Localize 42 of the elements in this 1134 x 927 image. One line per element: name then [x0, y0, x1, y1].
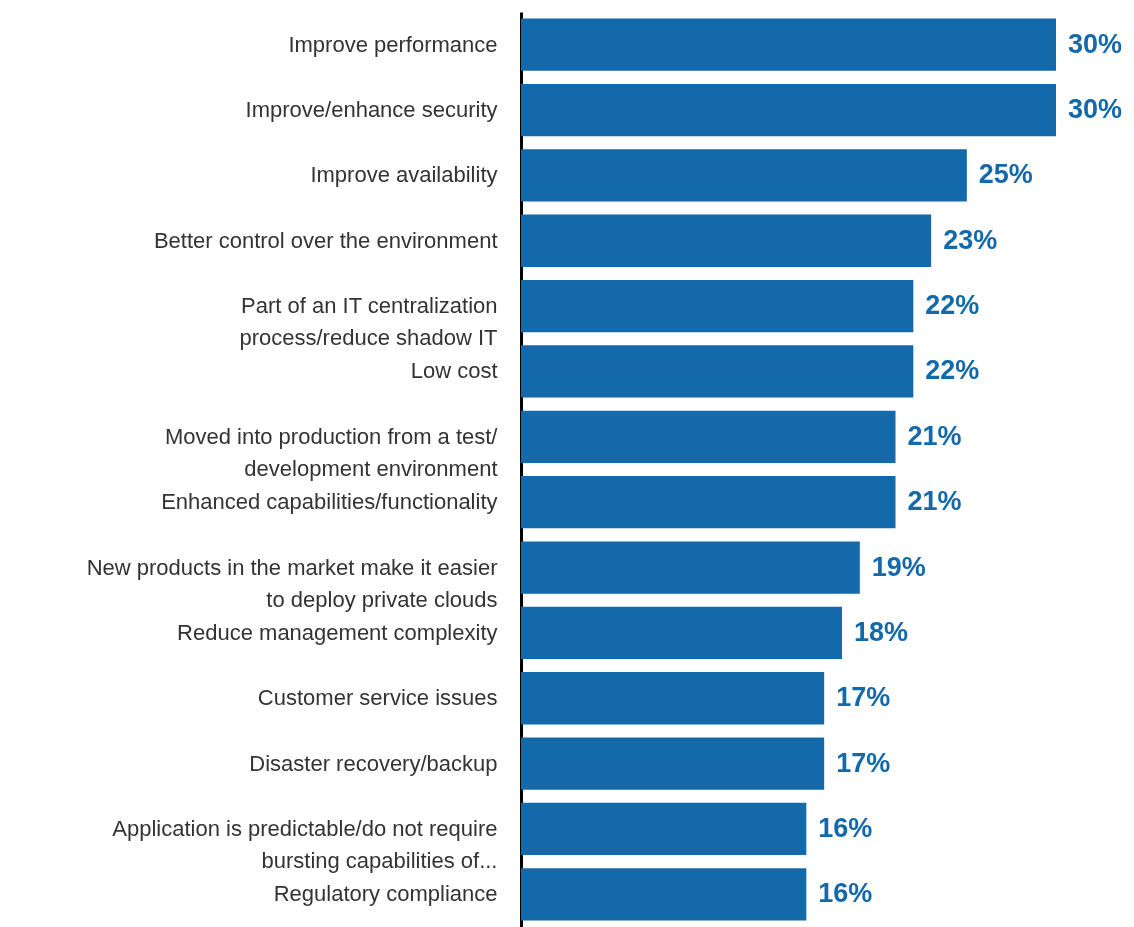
bar — [521, 410, 896, 463]
bar — [521, 279, 914, 333]
bar — [521, 868, 807, 921]
y-tick-label: Application is predictable/do not require bursting capabilities of... — [112, 815, 498, 873]
data-label: 19% — [871, 551, 926, 582]
bar — [521, 149, 967, 202]
data-label: 18% — [854, 616, 909, 647]
y-tick-label: Low cost — [410, 358, 498, 384]
y-tick-label: Regulatory compliance — [273, 881, 498, 907]
bar — [521, 83, 1056, 137]
bar — [521, 541, 860, 594]
data-label: 30% — [1068, 94, 1123, 125]
y-tick-label: Moved into production from a test/ development environment — [164, 423, 499, 481]
y-tick-label: Disaster recovery/backup — [249, 750, 498, 776]
bar — [521, 18, 1056, 71]
data-label: 21% — [907, 420, 962, 451]
data-label: 21% — [907, 486, 962, 517]
bar — [521, 606, 842, 660]
bar — [521, 214, 932, 267]
y-tick-label: New products in the market make it easier to deploy private clouds — [86, 554, 498, 612]
data-label: 16% — [818, 812, 873, 843]
y-tick-label: Customer service issues — [257, 685, 498, 711]
bar — [521, 737, 825, 790]
y-tick-label: Improve availability — [310, 162, 498, 188]
data-label: 17% — [836, 682, 891, 713]
data-label: 25% — [978, 159, 1033, 190]
data-label: 17% — [836, 747, 891, 778]
data-label: 30% — [1068, 28, 1123, 59]
bar — [521, 672, 825, 725]
data-label: 16% — [818, 878, 873, 909]
bar — [521, 476, 896, 529]
y-tick-label: Improve/enhance security — [245, 97, 498, 123]
data-label: 23% — [943, 224, 998, 255]
y-tick-label: Better control over the environment — [153, 227, 498, 253]
bar — [521, 345, 914, 398]
data-label: 22% — [925, 355, 980, 386]
y-tick-label: Part of an IT centralization process/reduce shadow IT — [239, 293, 498, 351]
y-tick-label: Reduce management complexity — [177, 619, 498, 645]
y-tick-label: Enhanced capabilities/functionality — [161, 489, 498, 515]
y-tick-label: Improve performance — [288, 31, 498, 57]
bar — [521, 802, 807, 856]
data-label: 22% — [925, 290, 980, 321]
